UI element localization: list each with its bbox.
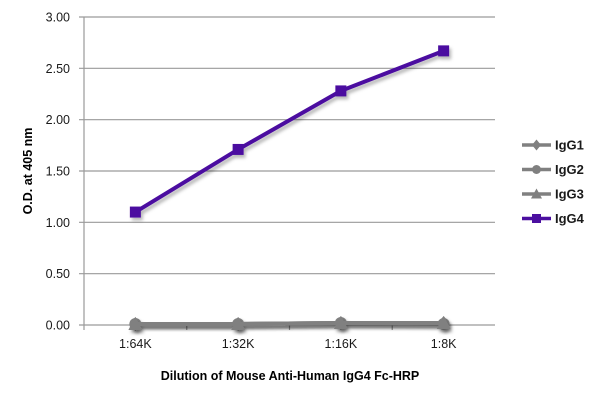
triangle-marker-icon [436, 315, 451, 329]
square-marker-icon [438, 45, 450, 57]
y-tick-label: 3.00 [46, 11, 70, 25]
series-line [134, 49, 445, 214]
triangle-marker-icon [231, 316, 246, 330]
legend-label: IgG3 [555, 187, 584, 202]
y-tick-label: 1.00 [46, 216, 70, 230]
x-tick-label: 1:64K [119, 337, 152, 351]
legend-label: IgG4 [555, 211, 585, 226]
x-tick-label: 1:32K [222, 337, 255, 351]
x-axis-ticks: 1:64K 1:32K 1:16K 1:8K [119, 325, 457, 351]
legend-label: IgG2 [555, 162, 584, 177]
y-tick-label: 0.00 [46, 319, 70, 333]
series-lines [128, 45, 451, 331]
legend-label: IgG1 [555, 138, 584, 153]
y-tick-label: 2.00 [46, 113, 70, 127]
series-igg3 [128, 315, 451, 330]
y-tick-label: 2.50 [46, 62, 70, 76]
legend-item-igg1: IgG1 [522, 138, 584, 153]
triangle-marker-icon [531, 188, 542, 199]
square-marker-icon [335, 85, 347, 97]
x-tick-label: 1:8K [431, 337, 457, 351]
series-line [135, 320, 444, 326]
gridlines [79, 16, 495, 330]
square-marker-icon [232, 143, 244, 155]
square-marker-icon [129, 206, 141, 218]
y-tick-label: 0.50 [46, 267, 70, 281]
y-tick-label: 1.50 [46, 165, 70, 179]
triangle-marker-icon [128, 316, 143, 330]
x-tick-label: 1:16K [325, 337, 358, 351]
triangle-marker-icon [333, 315, 348, 329]
legend-item-igg3: IgG3 [522, 187, 584, 202]
legend: IgG1 IgG2 IgG3 IgG4 [522, 138, 585, 226]
legend-item-igg4: IgG4 [522, 211, 585, 226]
circle-marker-icon [532, 165, 541, 174]
legend-item-igg2: IgG2 [522, 162, 584, 177]
x-axis-title: Dilution of Mouse Anti-Human IgG4 Fc-HRP [161, 369, 420, 383]
series-igg4 [129, 45, 450, 218]
y-axis-ticks: 0.00 0.50 1.00 1.50 2.00 2.50 3.00 [46, 11, 70, 333]
y-axis-title: O.D. at 405 nm [21, 128, 35, 215]
square-marker-icon [532, 214, 541, 223]
diamond-marker-icon [532, 139, 541, 151]
